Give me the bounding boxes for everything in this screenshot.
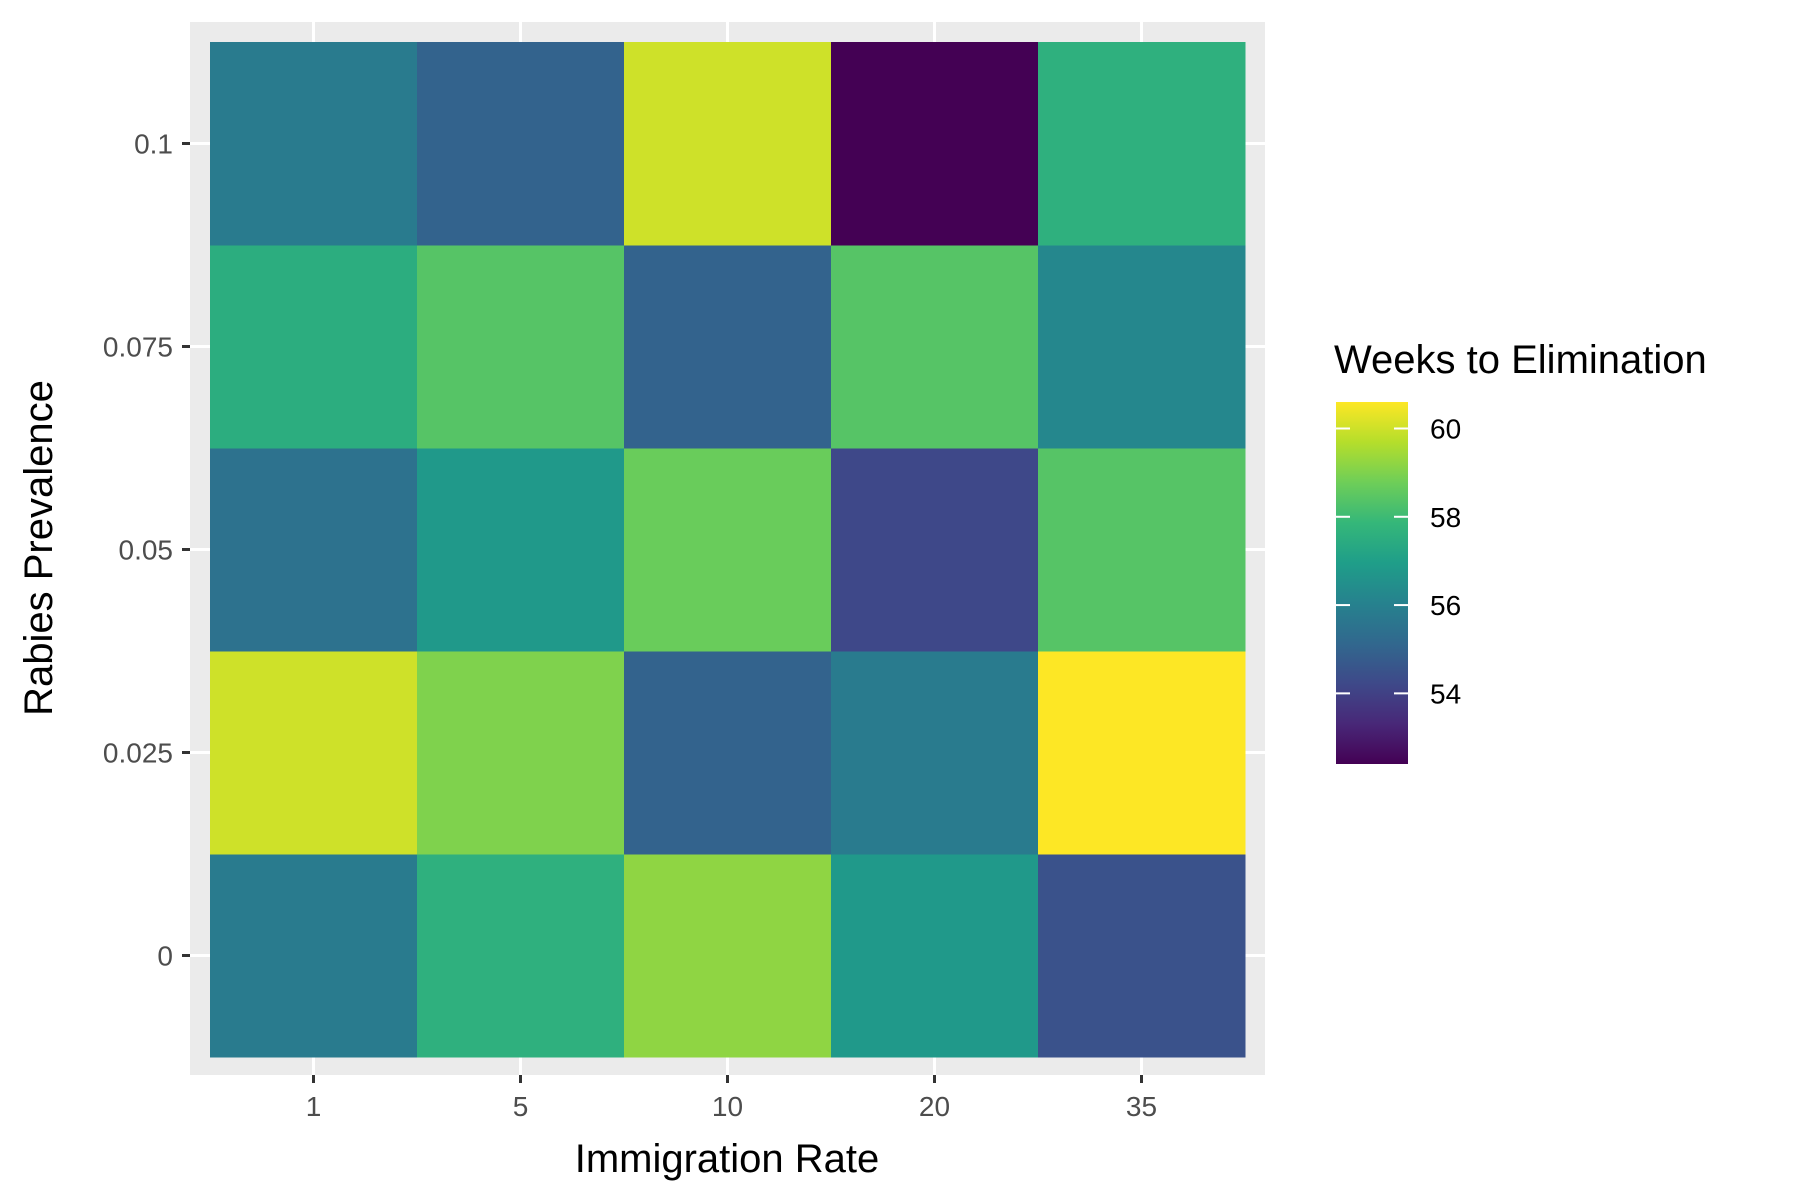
heatmap-cell (624, 42, 832, 246)
heatmap-cell (624, 651, 832, 855)
heatmap-cell (624, 854, 832, 1058)
heatmap-cell (624, 245, 832, 449)
y-axis-title: Rabies Prevalence (17, 380, 61, 716)
y-tick-label: 0.05 (119, 535, 174, 566)
y-tick-label: 0.025 (103, 738, 173, 769)
heatmap-cells (210, 42, 1246, 1058)
heatmap-cell (417, 448, 625, 652)
heatmap-cell (1038, 448, 1246, 652)
x-tick-label: 5 (513, 1091, 529, 1122)
heatmap-cell (1038, 854, 1246, 1058)
heatmap-cell (417, 651, 625, 855)
x-tick-label: 10 (712, 1091, 743, 1122)
heatmap-cell (831, 651, 1039, 855)
colorbar (1336, 402, 1408, 764)
heatmap-cell (210, 448, 418, 652)
heatmap-cell (210, 42, 418, 246)
heatmap-cell (417, 854, 625, 1058)
x-tick-label: 1 (306, 1091, 322, 1122)
heatmap-cell (624, 448, 832, 652)
heatmap-cell (831, 448, 1039, 652)
y-axis: 0 0.025 0.05 0.075 0.1 (103, 129, 190, 972)
heatmap-cell (210, 651, 418, 855)
heatmap-cell (1038, 245, 1246, 449)
legend-title: Weeks to Elimination (1334, 338, 1707, 382)
x-axis-title: Immigration Rate (575, 1137, 880, 1181)
heatmap-cell (1038, 42, 1246, 246)
y-tick-label: 0 (157, 941, 173, 972)
y-tick-label: 0.1 (134, 129, 173, 160)
heatmap-cell (831, 42, 1039, 246)
x-axis: 1 5 10 20 35 (306, 1075, 1157, 1122)
colorbar-legend: Weeks to Elimination 54 56 58 60 (1334, 338, 1707, 764)
heatmap-cell (831, 854, 1039, 1058)
heatmap-cell (210, 245, 418, 449)
colorbar-label: 56 (1430, 590, 1461, 621)
x-tick-label: 35 (1126, 1091, 1157, 1122)
x-tick-label: 20 (919, 1091, 950, 1122)
y-tick-label: 0.075 (103, 332, 173, 363)
heatmap-cell (1038, 651, 1246, 855)
colorbar-label: 58 (1430, 502, 1461, 533)
colorbar-label: 54 (1430, 678, 1461, 709)
heatmap-cell (417, 245, 625, 449)
heatmap-cell (831, 245, 1039, 449)
colorbar-ticks: 54 56 58 60 (1336, 413, 1461, 709)
heatmap-cell (417, 42, 625, 246)
colorbar-label: 60 (1430, 413, 1461, 444)
heatmap-cell (210, 854, 418, 1058)
